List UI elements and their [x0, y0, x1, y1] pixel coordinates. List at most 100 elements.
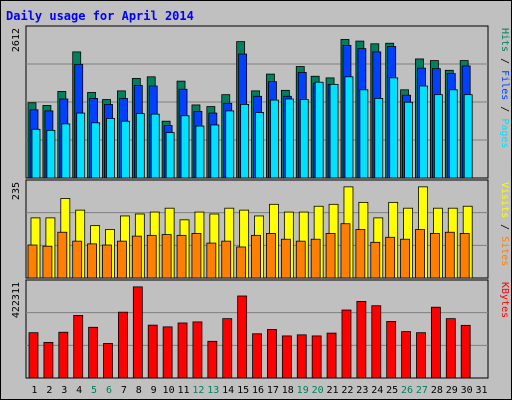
bar-sites-day-8: [131, 235, 142, 279]
bar-sites-day-14: [221, 240, 232, 279]
bar-kbytes-day-18: [281, 335, 292, 379]
x-tick-label: 11: [177, 385, 189, 396]
bar-kbytes-day-23: [356, 300, 367, 379]
bar-sites-day-30: [459, 232, 470, 279]
bar-kbytes-day-5: [88, 326, 99, 379]
x-tick-label: 18: [282, 385, 294, 396]
bar-pages-day-6: [106, 118, 115, 179]
x-tick-label: 10: [163, 385, 175, 396]
bar-pages-day-10: [165, 132, 175, 179]
bar-sites-day-23: [355, 229, 366, 279]
bar-kbytes-day-27: [416, 332, 426, 379]
x-tick-label: 25: [386, 385, 398, 396]
bar-sites-day-28: [429, 232, 440, 279]
legend-entry: Visits: [499, 182, 510, 218]
bar-sites-day-26: [400, 238, 410, 279]
bar-kbytes-day-14: [222, 318, 233, 379]
bar-pages-day-15: [240, 103, 250, 179]
bar-sites-day-16: [251, 234, 261, 279]
bar-kbytes-day-2: [43, 341, 54, 379]
panel-1: 2612 Hits / Files / Pages: [11, 25, 510, 179]
x-tick-label: 24: [371, 385, 383, 396]
bar-pages-day-29: [448, 89, 458, 179]
bar-sites-day-10: [161, 234, 172, 279]
legend-entry: /: [499, 218, 510, 236]
x-tick-label: 6: [106, 385, 112, 396]
bar-pages-day-7: [121, 120, 130, 179]
bar-pages-day-1: [31, 128, 41, 179]
x-tick-label: 21: [326, 385, 338, 396]
bar-sites-day-12: [191, 232, 202, 279]
bar-kbytes-day-3: [58, 331, 69, 379]
x-tick-label: 2: [46, 385, 52, 396]
bar-sites-day-29: [444, 231, 455, 279]
x-tick-label: 19: [297, 385, 309, 396]
chart-panels: 2612 Hits / Files / Pages 235 Visits / Site…: [11, 25, 510, 379]
x-tick-label: 3: [61, 385, 67, 396]
bar-pages-day-11: [180, 115, 190, 179]
bar-sites-day-6: [102, 244, 112, 279]
legend-entry: Sites: [499, 236, 510, 266]
bar-sites-day-15: [236, 246, 247, 279]
bar-kbytes-day-12: [192, 321, 203, 379]
x-tick-label: 22: [341, 385, 353, 396]
bar-pages-day-13: [210, 124, 220, 179]
bar-pages-day-24: [374, 98, 384, 179]
bar-kbytes-day-25: [386, 321, 397, 379]
x-tick-label: 31: [476, 385, 488, 396]
legend-entry: KBytes: [499, 282, 510, 318]
x-axis-labels: 1 2 3 4 5 6 7 8 9 10 11 12 13 14 15 16 17 18 19 20 21 22 23 24 2…: [31, 385, 487, 396]
bar-pages-day-3: [61, 123, 71, 179]
x-tick-label: 29: [446, 385, 458, 396]
bar-sites-day-11: [176, 234, 187, 279]
x-tick-label: 17: [267, 385, 279, 396]
x-tick-label: 5: [91, 385, 97, 396]
legend-entry: Pages: [499, 118, 510, 148]
bar-pages-day-30: [463, 94, 473, 179]
bar-pages-day-12: [195, 125, 205, 179]
bar-kbytes-day-29: [445, 318, 456, 379]
bar-kbytes-day-20: [311, 335, 322, 379]
x-tick-label: 30: [461, 385, 473, 396]
bar-kbytes-day-21: [326, 332, 337, 379]
bar-pages-day-28: [433, 94, 443, 179]
bar-kbytes-day-19: [296, 334, 307, 379]
bar-pages-day-18: [284, 98, 294, 179]
bar-kbytes-day-10: [162, 326, 173, 379]
bar-pages-day-20: [314, 81, 324, 179]
bar-pages-day-2: [46, 129, 56, 179]
x-tick-label: 20: [312, 385, 324, 396]
bar-pages-day-25: [389, 77, 399, 179]
panel-legend: KBytes: [499, 282, 510, 318]
x-tick-label: 4: [76, 385, 82, 396]
bar-pages-day-8: [135, 113, 145, 179]
bar-sites-day-27: [415, 229, 425, 279]
legend-entry: Files: [499, 70, 510, 100]
bar-pages-day-14: [225, 110, 235, 179]
legend-entry: /: [499, 100, 510, 118]
legend-entry: /: [499, 52, 510, 70]
x-tick-label: 16: [252, 385, 264, 396]
bar-sites-day-17: [266, 232, 276, 279]
bar-pages-day-26: [404, 101, 413, 179]
bar-sites-day-7: [117, 240, 127, 279]
x-tick-label: 13: [207, 385, 219, 396]
bar-sites-day-1: [27, 244, 38, 279]
bar-sites-day-13: [206, 242, 217, 279]
bar-kbytes-day-17: [267, 329, 277, 379]
bar-sites-day-24: [370, 241, 381, 279]
chart-title: Daily usage for April 2014: [6, 9, 194, 23]
x-tick-label: 15: [237, 385, 249, 396]
bar-pages-day-9: [150, 113, 160, 179]
bar-kbytes-day-24: [371, 305, 382, 379]
y-max-label: 422311: [11, 282, 22, 318]
x-tick-label: 1: [31, 385, 37, 396]
bar-kbytes-day-16: [252, 333, 262, 379]
bar-pages-day-16: [255, 112, 264, 179]
bar-pages-day-23: [359, 89, 369, 179]
bar-kbytes-day-1: [28, 332, 39, 379]
bar-kbytes-day-11: [177, 322, 188, 379]
bar-sites-day-2: [42, 245, 53, 279]
bar-kbytes-day-15: [237, 295, 248, 379]
